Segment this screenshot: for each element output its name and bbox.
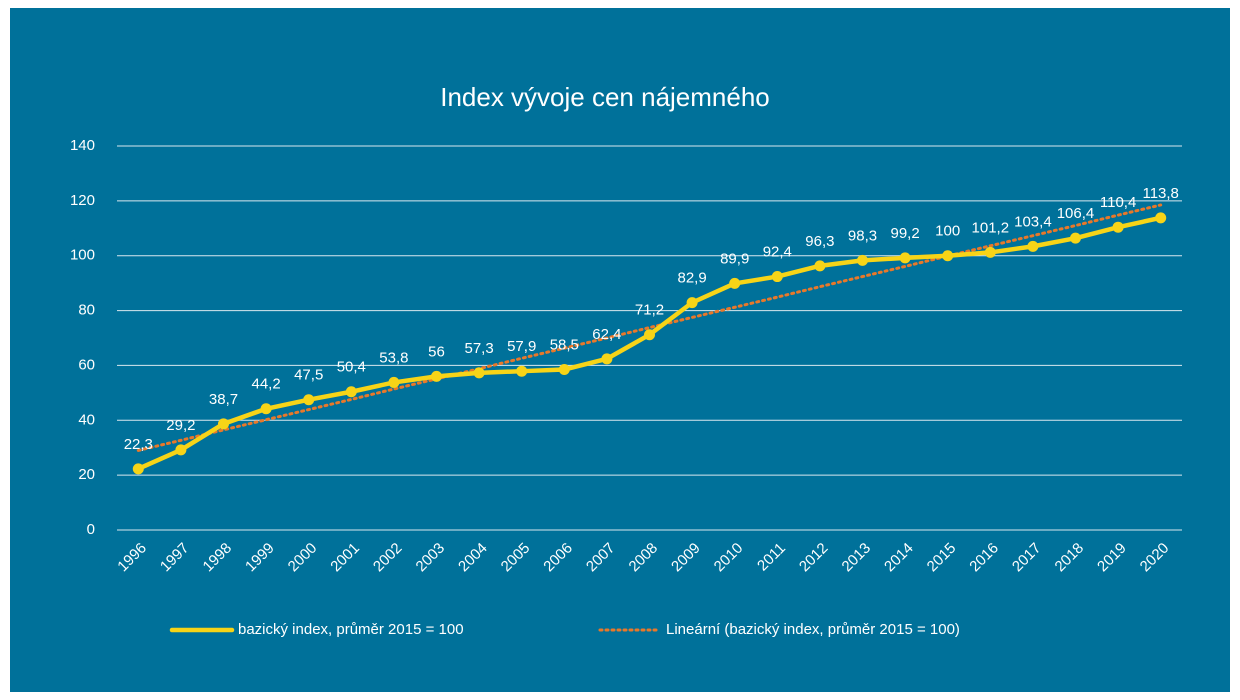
- marker: [601, 353, 613, 365]
- data-label: 22,3: [124, 436, 153, 453]
- data-label: 99,2: [890, 225, 919, 242]
- marker: [814, 260, 826, 272]
- marker: [175, 444, 187, 456]
- y-tick-label: 80: [78, 302, 95, 319]
- data-label: 57,9: [507, 338, 536, 355]
- marker: [473, 367, 485, 379]
- marker: [1027, 240, 1039, 252]
- marker: [388, 376, 400, 388]
- data-label: 71,2: [635, 302, 664, 319]
- y-tick-label: 100: [70, 247, 95, 264]
- data-label: 47,5: [294, 367, 323, 384]
- marker: [558, 364, 570, 376]
- marker: [132, 463, 144, 475]
- chart-title: Index vývoje cen nájemného: [440, 82, 770, 112]
- data-label: 89,9: [720, 250, 749, 267]
- data-label: 113,8: [1142, 185, 1178, 202]
- marker: [729, 277, 741, 289]
- data-label: 96,3: [805, 233, 834, 250]
- data-label: 53,8: [379, 349, 408, 366]
- trend-line: [136, 203, 1163, 452]
- marker: [899, 252, 911, 264]
- marker: [984, 246, 996, 258]
- y-tick-label: 0: [87, 521, 95, 538]
- data-label: 101,2: [972, 219, 1010, 236]
- marker: [1155, 212, 1167, 224]
- y-tick-label: 20: [78, 466, 95, 483]
- data-label: 62,4: [592, 326, 621, 343]
- y-tick-label: 140: [70, 137, 95, 154]
- marker: [644, 329, 655, 341]
- data-label: 92,4: [763, 244, 792, 261]
- marker: [686, 297, 698, 309]
- marker: [260, 403, 272, 415]
- data-label: 100: [935, 223, 960, 240]
- marker: [1112, 221, 1124, 233]
- marker: [516, 365, 528, 377]
- data-label: 44,2: [251, 376, 280, 393]
- data-label: 58,5: [550, 337, 579, 354]
- y-tick-label: 60: [78, 356, 95, 373]
- data-label: 106,4: [1057, 205, 1095, 222]
- marker: [218, 418, 229, 430]
- marker: [1070, 232, 1081, 244]
- data-label: 110,4: [1100, 194, 1136, 211]
- data-label: 98,3: [848, 227, 877, 244]
- marker: [345, 386, 357, 398]
- data-label: 57,3: [464, 340, 493, 357]
- data-label: 38,7: [209, 391, 238, 408]
- marker: [857, 254, 868, 266]
- marker: [303, 394, 315, 406]
- marker: [431, 370, 442, 382]
- legend-label: Lineární (bazický index, průměr 2015 = 1…: [666, 621, 960, 638]
- data-label: 50,4: [337, 359, 366, 376]
- y-tick-label: 120: [70, 192, 95, 209]
- y-tick-label: 40: [78, 411, 95, 428]
- data-label: 82,9: [677, 270, 706, 287]
- data-label: 56: [428, 343, 445, 360]
- data-label: 29,2: [166, 417, 195, 434]
- marker: [942, 250, 954, 262]
- data-label: 103,4: [1014, 213, 1052, 230]
- legend-label: bazický index, průměr 2015 = 100: [238, 621, 464, 638]
- marker: [771, 271, 783, 283]
